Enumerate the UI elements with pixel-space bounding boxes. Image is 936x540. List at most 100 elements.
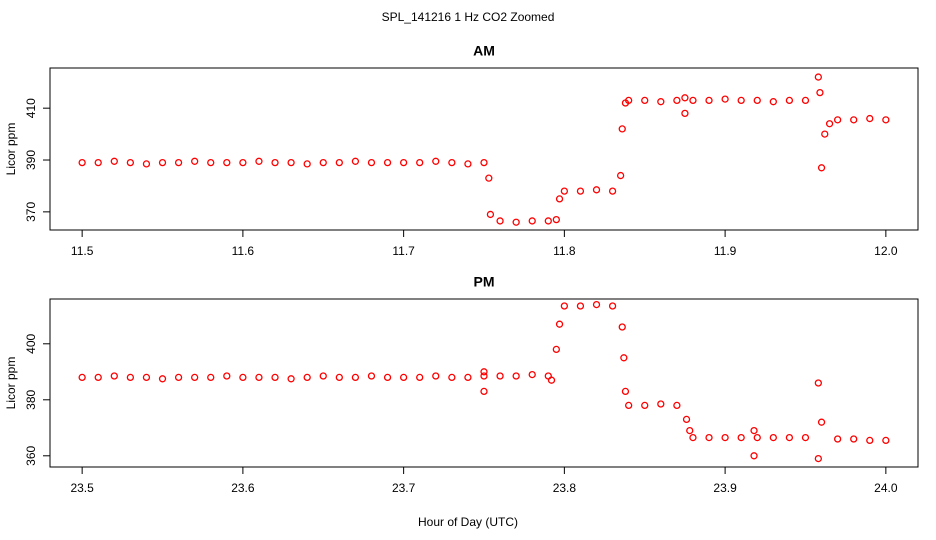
point xyxy=(464,373,472,382)
point xyxy=(753,433,761,442)
point xyxy=(448,158,456,167)
point xyxy=(681,94,689,102)
point xyxy=(512,372,520,380)
point xyxy=(448,373,456,382)
point xyxy=(351,373,360,382)
point xyxy=(801,433,810,442)
point xyxy=(416,373,424,382)
panel-title: PM xyxy=(474,274,495,290)
point xyxy=(486,210,495,219)
point xyxy=(94,158,102,167)
point xyxy=(555,320,564,328)
point xyxy=(785,433,794,442)
point xyxy=(271,158,279,167)
point xyxy=(817,418,826,426)
point xyxy=(399,158,408,167)
point xyxy=(191,157,199,165)
point xyxy=(785,96,794,105)
x-tick-label: 11.7 xyxy=(392,244,415,258)
point xyxy=(174,158,183,167)
point xyxy=(547,376,556,384)
point xyxy=(383,158,392,167)
x-tick-label: 23.9 xyxy=(713,481,737,495)
point xyxy=(673,401,681,410)
point xyxy=(686,426,694,435)
x-tick-label: 11.8 xyxy=(553,244,576,258)
point xyxy=(560,302,569,310)
point xyxy=(223,372,231,380)
point xyxy=(528,370,536,379)
point xyxy=(464,160,472,168)
point xyxy=(383,373,392,382)
point xyxy=(399,373,408,382)
point xyxy=(608,187,617,195)
point xyxy=(319,372,327,380)
panel-title: AM xyxy=(473,43,495,59)
point xyxy=(480,387,488,396)
x-tick-label: 11.6 xyxy=(232,244,255,258)
point xyxy=(616,171,625,180)
point xyxy=(94,373,102,382)
point xyxy=(814,379,822,387)
point xyxy=(126,158,135,167)
point xyxy=(705,96,713,105)
point xyxy=(769,98,777,106)
point xyxy=(560,187,569,195)
point xyxy=(555,195,564,203)
point xyxy=(255,157,263,165)
point xyxy=(239,158,247,167)
point xyxy=(721,433,729,442)
point xyxy=(673,96,681,105)
point xyxy=(814,73,822,81)
point xyxy=(689,96,697,105)
point xyxy=(78,158,86,167)
point xyxy=(552,215,560,224)
point xyxy=(592,300,601,309)
point xyxy=(801,96,810,105)
point xyxy=(174,373,183,382)
point xyxy=(705,433,713,442)
y-tick-label: 400 xyxy=(24,333,38,353)
point xyxy=(207,158,215,167)
point xyxy=(750,426,758,435)
figure-title: SPL_141216 1 Hz CO2 Zoomed xyxy=(382,10,555,24)
point xyxy=(552,345,560,354)
x-tick-label: 23.8 xyxy=(553,481,577,495)
point xyxy=(528,217,536,225)
point xyxy=(833,435,842,443)
y-tick-label: 410 xyxy=(24,98,38,118)
point xyxy=(682,415,691,424)
x-tick-label: 23.5 xyxy=(70,481,94,495)
point xyxy=(191,373,199,382)
point xyxy=(110,372,118,380)
point xyxy=(620,354,628,362)
point xyxy=(110,157,118,165)
y-tick-label: 380 xyxy=(24,389,38,409)
point xyxy=(496,372,504,380)
point xyxy=(850,116,858,124)
point xyxy=(351,157,360,165)
point xyxy=(618,125,626,133)
point xyxy=(657,98,665,106)
x-tick-label: 23.6 xyxy=(231,481,255,495)
x-tick-label: 11.9 xyxy=(714,244,737,258)
point xyxy=(223,158,231,167)
point xyxy=(432,157,440,165)
point xyxy=(866,436,874,445)
point xyxy=(367,372,376,380)
point xyxy=(882,116,890,124)
point xyxy=(882,436,890,445)
x-axis-label: Hour of Day (UTC) xyxy=(418,515,518,529)
point xyxy=(319,158,327,167)
point xyxy=(769,433,777,442)
point xyxy=(335,158,343,167)
point xyxy=(833,116,842,124)
point xyxy=(158,158,167,167)
point xyxy=(641,96,649,105)
point xyxy=(721,95,729,103)
point xyxy=(416,158,424,167)
point xyxy=(866,114,874,123)
point xyxy=(592,186,601,194)
